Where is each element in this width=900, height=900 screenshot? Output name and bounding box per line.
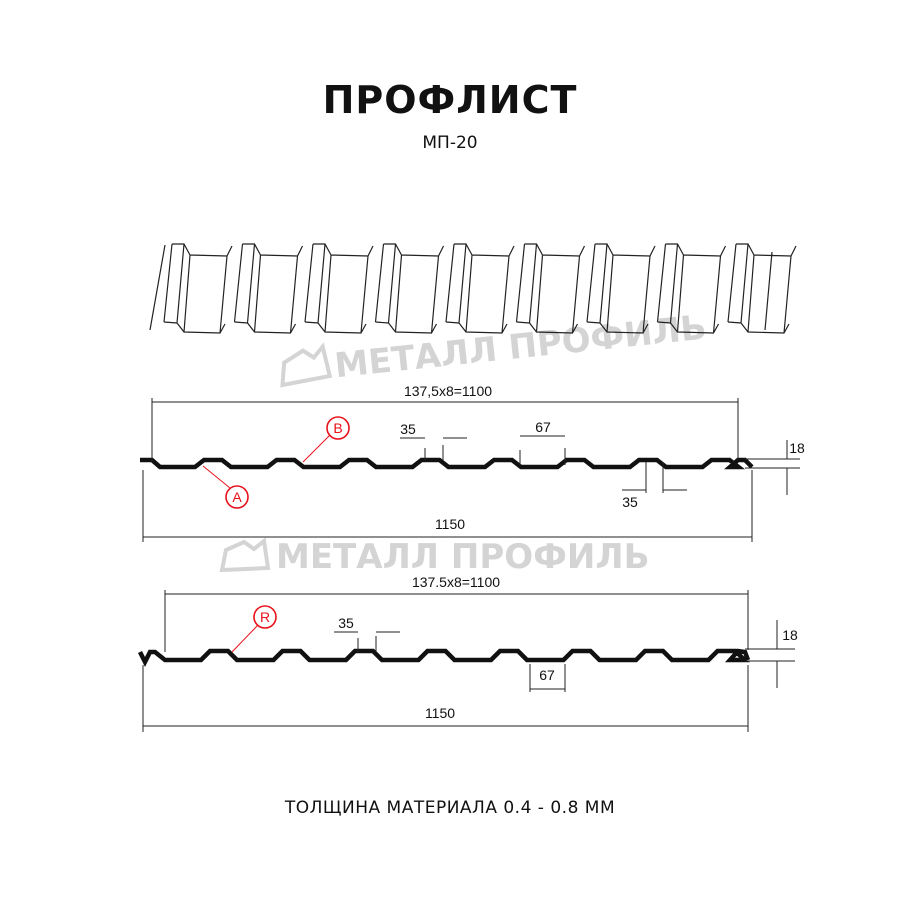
- profile-r-dimensions: [142, 590, 795, 732]
- svg-text:A: A: [232, 489, 242, 505]
- svg-text:B: B: [333, 420, 342, 436]
- watermark-logo: МЕТАЛЛ ПРОФИЛЬ: [219, 537, 650, 577]
- total-width-label: 1150: [435, 516, 465, 532]
- crest-width-label: 35: [338, 615, 354, 631]
- trough-width-label: 67: [539, 667, 555, 683]
- marker-r: R: [231, 605, 277, 653]
- trough-width-label: 67: [535, 419, 551, 435]
- page-title: ПРОФЛИСТ: [322, 78, 578, 122]
- span-dimension-label: 137.5x8=1100: [412, 574, 500, 590]
- sheet-3d-outline: [149, 243, 797, 334]
- bottom-gap-label: 35: [622, 494, 638, 510]
- profile-r-line: [137, 648, 751, 668]
- marker-a: A: [202, 465, 249, 509]
- profile-a-line: [140, 457, 754, 470]
- svg-text:МЕТАЛЛ ПРОФИЛЬ: МЕТАЛЛ ПРОФИЛЬ: [276, 537, 650, 577]
- material-thickness: ТОЛЩИНА МАТЕРИАЛА 0.4 - 0.8 ММ: [284, 798, 616, 818]
- span-dimension-label: 137,5x8=1100: [404, 383, 492, 399]
- svg-text:R: R: [260, 609, 270, 625]
- crest-width-label: 35: [400, 421, 416, 437]
- sheet-3d-view: [149, 243, 797, 334]
- profile-a-dimensions: [142, 398, 800, 542]
- height-label: 18: [789, 440, 805, 456]
- total-width-label: 1150: [425, 705, 455, 721]
- marker-b: B: [302, 416, 350, 463]
- height-label: 18: [782, 627, 798, 643]
- page-subtitle: МП-20: [422, 133, 478, 153]
